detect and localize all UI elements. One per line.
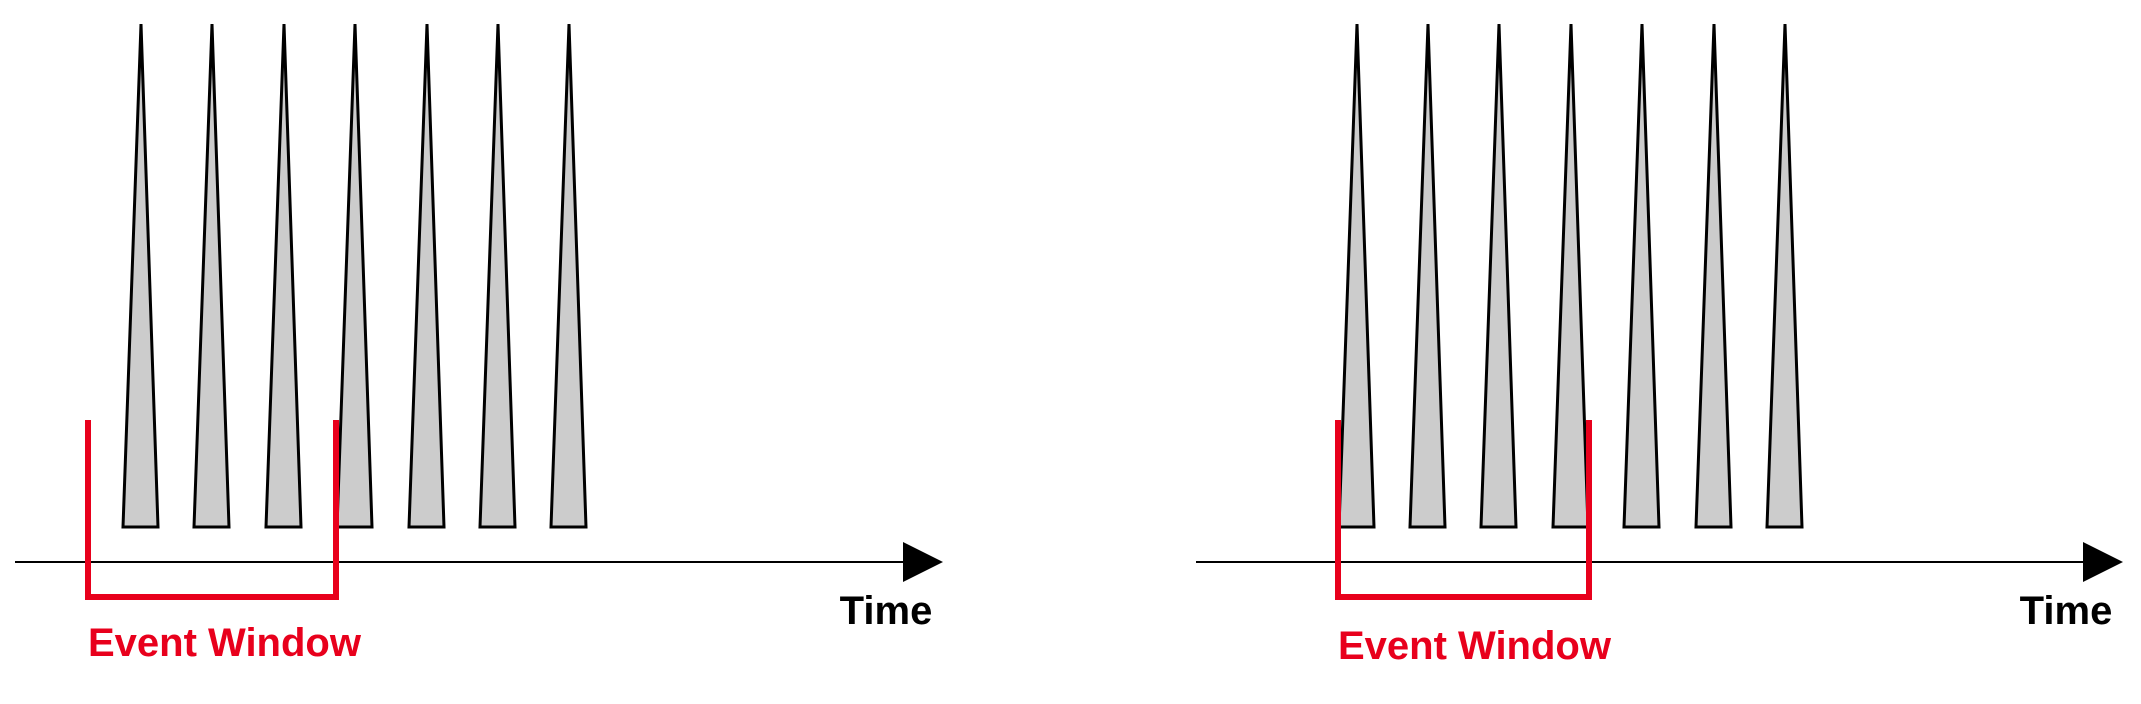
time-axis-arrow-icon xyxy=(2083,542,2123,582)
spike xyxy=(1337,23,1376,529)
event-window-bracket xyxy=(1335,420,1592,600)
spike xyxy=(478,23,517,529)
spike xyxy=(335,23,374,529)
panel-left: Time Event Window xyxy=(15,23,943,665)
spike xyxy=(264,23,303,529)
event-window-bracket xyxy=(85,420,339,600)
time-axis-label: Time xyxy=(2020,589,2113,633)
panel-right: Time Event Window xyxy=(1196,23,2123,668)
spike-train-left xyxy=(121,23,588,529)
spike xyxy=(1694,23,1733,529)
spike xyxy=(192,23,231,529)
event-window-label: Event Window xyxy=(1338,624,1612,668)
spike-train-right xyxy=(1337,23,1804,529)
spike xyxy=(1408,23,1447,529)
spike xyxy=(121,23,160,529)
spike xyxy=(1479,23,1518,529)
spike xyxy=(549,23,588,529)
spike xyxy=(1551,23,1590,529)
time-axis-arrow-icon xyxy=(903,542,943,582)
event-window-label: Event Window xyxy=(88,621,362,665)
spike xyxy=(407,23,446,529)
time-axis-label: Time xyxy=(840,589,933,633)
spike xyxy=(1622,23,1661,529)
spike xyxy=(1765,23,1804,529)
